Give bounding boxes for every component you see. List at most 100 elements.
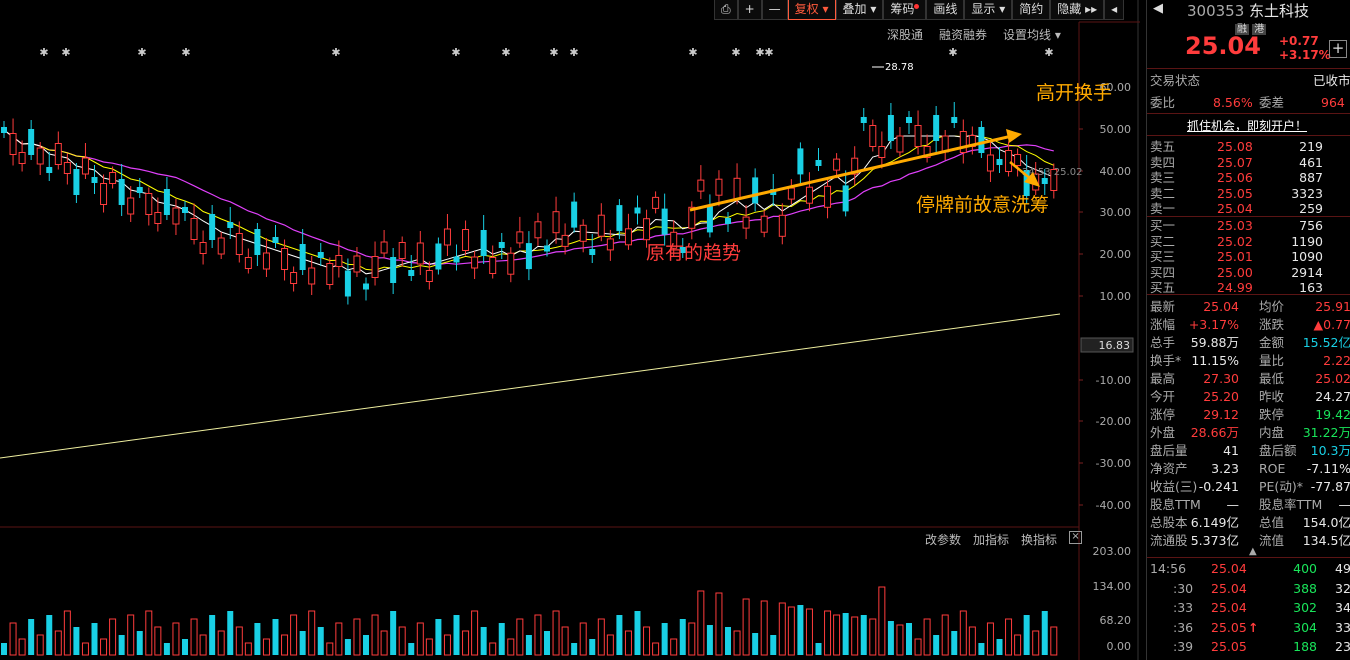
tick-time: :39 <box>1173 639 1194 654</box>
stat-row: 收益(三) -0.241 PE(动)* -77.87 <box>1147 478 1350 495</box>
hide-button[interactable]: 隐藏 ▸▸ <box>1050 0 1105 20</box>
volume-bar-up <box>109 618 117 656</box>
candle-down <box>589 249 596 255</box>
hk-connect-link[interactable]: 深股通 <box>887 28 924 42</box>
volume-bar-down <box>435 619 442 655</box>
stat-row: 涨幅 +3.17% 涨跌 ▲0.77 <box>1147 316 1350 333</box>
candle-up <box>127 197 135 215</box>
sell_orders-label: 卖四 <box>1150 154 1176 170</box>
volume-bar-up <box>1032 630 1040 656</box>
volume-bar-down <box>182 639 188 655</box>
display-button[interactable]: 显示 ▾ <box>964 0 1013 20</box>
expand-icon[interactable]: ▲ <box>1249 546 1257 557</box>
volume-bar-up <box>443 634 451 656</box>
candle-down <box>752 177 759 204</box>
candle-down <box>634 207 641 214</box>
fuquan-button[interactable]: 复权 ▾ <box>787 0 836 20</box>
back-icon[interactable]: ◀ <box>1153 1 1163 16</box>
candle-down <box>906 117 912 123</box>
event-star-icon: ✱ <box>688 46 697 59</box>
candle-down <box>163 189 170 215</box>
close-icon[interactable]: × <box>1069 531 1083 544</box>
chips-button[interactable]: 筹码 <box>883 0 927 20</box>
switch-indicator-button[interactable]: 换指标 <box>1021 533 1058 547</box>
volume-bar-up <box>896 624 904 656</box>
stat-label: ROE <box>1259 461 1286 476</box>
stat-value: 11.15% <box>1191 353 1239 368</box>
candle-up <box>534 221 542 239</box>
volume-bar-up <box>1014 634 1022 656</box>
buy_orders-row: 买四 25.00 2914 <box>1147 264 1350 281</box>
volume-bar-down <box>725 627 731 655</box>
simple-button[interactable]: 简约 <box>1012 0 1051 20</box>
candle-down <box>860 117 867 123</box>
volume-bar-up <box>652 642 660 656</box>
trade-status-label: 交易状态 <box>1150 73 1201 88</box>
candle-up <box>787 187 795 200</box>
tick-volume: 188 <box>1293 639 1317 654</box>
sell_orders-row: 卖三 25.06 887 <box>1147 169 1350 186</box>
candle-up <box>262 252 270 270</box>
candle-down <box>299 244 306 270</box>
stat-label: 外盘 <box>1150 425 1176 440</box>
promo-link[interactable]: 抓住机会，即刻开户！ <box>1187 119 1308 133</box>
candle-down <box>706 206 713 233</box>
zoom-in-icon-label: + <box>744 2 755 16</box>
collapse-icon[interactable]: ◂ <box>1104 0 1125 20</box>
candle-down <box>978 127 985 153</box>
volume-bar-down <box>842 613 849 655</box>
washout-arrow-line <box>1009 161 1033 181</box>
volume-bar-up <box>262 638 270 656</box>
stat-label: PE(动)* <box>1259 479 1303 494</box>
overlay-button[interactable]: 叠加 ▾ <box>835 0 884 20</box>
edit-params-button[interactable]: 改参数 <box>925 533 962 547</box>
zoom-in-icon[interactable]: + <box>737 0 762 20</box>
candle-up <box>869 125 877 147</box>
margin-trading-link[interactable]: 融资融券 <box>939 28 988 42</box>
volume-bar-up <box>760 600 768 656</box>
sell_orders-volume: 259 <box>1299 201 1323 216</box>
volume-bar-up <box>986 622 994 656</box>
volume-bar-up <box>534 614 542 656</box>
price-axis-label: 30.00 <box>1100 206 1132 219</box>
candle-up <box>145 193 153 215</box>
add-indicator-button[interactable]: 加指标 <box>973 533 1010 547</box>
candle-up <box>733 177 741 200</box>
buy_orders-label: 买一 <box>1150 218 1176 233</box>
ma-settings-link[interactable]: 设置均线 ▾ <box>1003 28 1061 42</box>
candle-up <box>416 242 424 265</box>
volume-bar-up <box>914 638 922 656</box>
stat-label: 总股本 <box>1150 515 1188 530</box>
stat-label: 股息率TTM <box>1259 497 1323 512</box>
volume-bar-up <box>63 610 71 656</box>
add-watchlist-icon[interactable]: + <box>1329 40 1347 58</box>
draw-line-button[interactable]: 画线 <box>926 0 965 20</box>
volume-bar-up <box>416 622 424 656</box>
volume-bar-up <box>959 610 967 656</box>
event-star-icon: ✱ <box>137 46 146 59</box>
volume-bar-up <box>244 642 252 656</box>
volume-bar-down <box>299 631 306 655</box>
tick-count: 23 <box>1335 639 1350 654</box>
candle-up <box>217 237 225 255</box>
event-star-icon: ✱ <box>39 46 48 59</box>
tick-time: :33 <box>1173 600 1194 615</box>
lock-icon[interactable]: ⎙ <box>714 0 738 20</box>
stat-value: ▲0.77 <box>1313 317 1350 332</box>
annotation-turnover: 高开换手 <box>1036 82 1113 104</box>
kline-chart-area[interactable]: 60.00 50.00 40.00 30.00 20.00 10.00 -10.00 -20.… <box>0 0 1140 660</box>
volume-bar-up <box>643 626 651 656</box>
trend-arrowhead-icon <box>1006 129 1022 143</box>
kline-chart[interactable]: 60.00 50.00 40.00 30.00 20.00 10.00 -10.00 -20.… <box>0 0 1140 660</box>
volume-bar-up <box>869 618 877 656</box>
zoom-out-icon[interactable]: — <box>761 0 788 20</box>
stat-value: 6.149亿 <box>1190 515 1239 530</box>
stat-value: -77.87 <box>1310 479 1350 494</box>
volume-bar-up <box>923 618 931 656</box>
volume-bar-up <box>335 622 343 656</box>
event-star-icon: ✱ <box>764 46 773 59</box>
sell_orders-price: 25.05 <box>1217 185 1253 201</box>
candle-up <box>688 206 696 229</box>
candle-down <box>996 159 1003 165</box>
stat-row: 最高 27.30 最低 25.02 <box>1147 370 1350 387</box>
